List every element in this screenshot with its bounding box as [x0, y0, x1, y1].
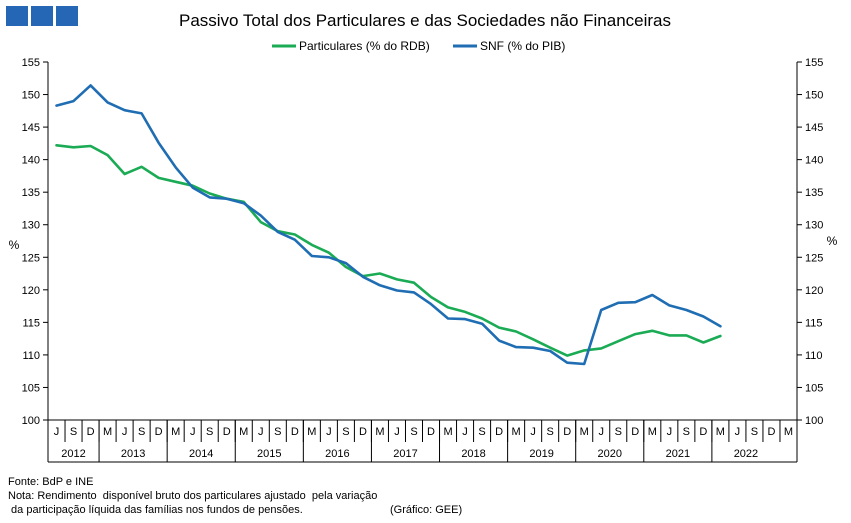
x-tick-label-quarter: D	[631, 426, 639, 438]
y-tick-label-left: 100	[22, 415, 40, 427]
x-tick-label-quarter: M	[103, 426, 112, 438]
footnote-line-2: da participação líquida das famílias nos…	[8, 504, 303, 516]
y-tick-label-right: 120	[805, 285, 823, 297]
y-tick-label-left: 155	[22, 57, 40, 69]
x-tick-label-quarter: J	[530, 426, 536, 438]
y-tick-label-left: 150	[22, 90, 40, 102]
y-axis-left-label: %	[9, 238, 20, 252]
x-tick-label-quarter: S	[342, 426, 349, 438]
x-tick-label-quarter: J	[462, 426, 468, 438]
x-tick-label-quarter: S	[410, 426, 417, 438]
axes: 100 100 105 105 110 110 115 115 120 120 125 125 130 1…	[22, 57, 823, 463]
y-tick-label-right: 100	[805, 415, 823, 427]
y-tick-label-left: 145	[22, 122, 40, 134]
x-tick-label-quarter: J	[667, 426, 673, 438]
y-tick-label-right: 130	[805, 220, 823, 232]
x-tick-label-quarter: M	[716, 426, 725, 438]
x-tick-label-year: 2019	[529, 448, 553, 460]
series-line-particulares	[55, 144, 722, 357]
x-tick-label-quarter: M	[307, 426, 316, 438]
y-tick-label-right: 135	[805, 187, 823, 199]
y-axis-right-label: %	[827, 234, 838, 248]
footnote-line-1: Nota: Rendimento disponível bruto dos pa…	[8, 490, 378, 502]
x-tick-label-year: 2015	[257, 448, 281, 460]
x-tick-label-quarter: J	[598, 426, 604, 438]
brand-block-2	[31, 6, 53, 26]
x-tick-label-year: 2017	[393, 448, 417, 460]
x-tick-label-quarter: S	[138, 426, 145, 438]
x-tick-label-year: 2016	[325, 448, 349, 460]
x-tick-label-quarter: S	[615, 426, 622, 438]
y-tick-label-right: 155	[805, 57, 823, 69]
y-tick-label-left: 125	[22, 252, 40, 264]
x-tick-label-quarter: J	[735, 426, 741, 438]
x-tick-label-quarter: M	[443, 426, 452, 438]
brand-block-1	[6, 6, 28, 26]
x-tick-label-quarter: S	[70, 426, 77, 438]
x-tick-label-quarter: D	[291, 426, 299, 438]
x-tick-label-quarter: S	[546, 426, 553, 438]
y-tick-label-left: 135	[22, 187, 40, 199]
x-tick-label-quarter: M	[375, 426, 384, 438]
series-line-snf	[55, 84, 722, 366]
y-tick-label-right: 150	[805, 90, 823, 102]
chart-credit: (Gráfico: GEE)	[390, 504, 463, 516]
x-tick-label-quarter: S	[683, 426, 690, 438]
x-tick-label-quarter: J	[190, 426, 196, 438]
x-tick-label-quarter: D	[699, 426, 707, 438]
x-tick-label-quarter: M	[784, 426, 793, 438]
legend-label-snf: SNF (% do PIB)	[480, 39, 565, 53]
y-tick-label-left: 130	[22, 220, 40, 232]
y-tick-label-right: 125	[805, 252, 823, 264]
y-tick-label-left: 115	[22, 317, 40, 329]
x-tick-label-quarter: S	[478, 426, 485, 438]
x-tick-label-year: 2022	[734, 448, 758, 460]
x-tick-label-year: 2013	[121, 448, 145, 460]
x-tick-label-quarter: D	[155, 426, 163, 438]
y-tick-label-left: 110	[22, 350, 40, 362]
x-tick-label-quarter: S	[751, 426, 758, 438]
x-tick-label-quarter: D	[767, 426, 775, 438]
x-tick-label-year: 2021	[666, 448, 690, 460]
x-tick-label-quarter: D	[563, 426, 571, 438]
x-tick-label-quarter: J	[394, 426, 400, 438]
x-tick-label-quarter: S	[206, 426, 213, 438]
brand-block-3	[56, 6, 78, 26]
y-tick-label-right: 140	[805, 155, 823, 167]
x-tick-label-year: 2018	[461, 448, 485, 460]
x-tick-label-quarter: M	[512, 426, 521, 438]
x-tick-label-quarter: M	[648, 426, 657, 438]
y-tick-label-left: 105	[22, 382, 40, 394]
y-tick-label-right: 145	[805, 122, 823, 134]
x-tick-label-quarter: D	[495, 426, 503, 438]
x-tick-label-quarter: D	[427, 426, 435, 438]
series-layer	[55, 84, 722, 366]
x-tick-label-quarter: M	[171, 426, 180, 438]
legend-label-particulares: Particulares (% do RDB)	[299, 39, 430, 53]
x-tick-label-quarter: D	[359, 426, 367, 438]
x-tick-label-quarter: J	[54, 426, 60, 438]
x-tick-label-year: 2012	[61, 448, 85, 460]
y-tick-label-left: 120	[22, 285, 40, 297]
y-tick-label-right: 110	[805, 350, 823, 362]
x-tick-label-quarter: S	[274, 426, 281, 438]
x-tick-label-quarter: J	[122, 426, 128, 438]
x-tick-label-quarter: D	[223, 426, 231, 438]
x-tick-label-year: 2020	[598, 448, 622, 460]
chart-title: Passivo Total dos Particulares e das Soc…	[179, 11, 671, 30]
x-tick-label-quarter: J	[326, 426, 332, 438]
x-tick-label-quarter: M	[239, 426, 248, 438]
x-tick-label-year: 2014	[189, 448, 213, 460]
x-tick-label-quarter: D	[87, 426, 95, 438]
y-tick-label-right: 105	[805, 382, 823, 394]
legend: Particulares (% do RDB) SNF (% do PIB)	[272, 39, 565, 53]
y-tick-label-left: 140	[22, 155, 40, 167]
y-tick-label-right: 115	[805, 317, 823, 329]
x-tick-label-quarter: M	[580, 426, 589, 438]
source-note: Fonte: BdP e INE	[8, 476, 94, 488]
x-tick-label-quarter: J	[258, 426, 264, 438]
